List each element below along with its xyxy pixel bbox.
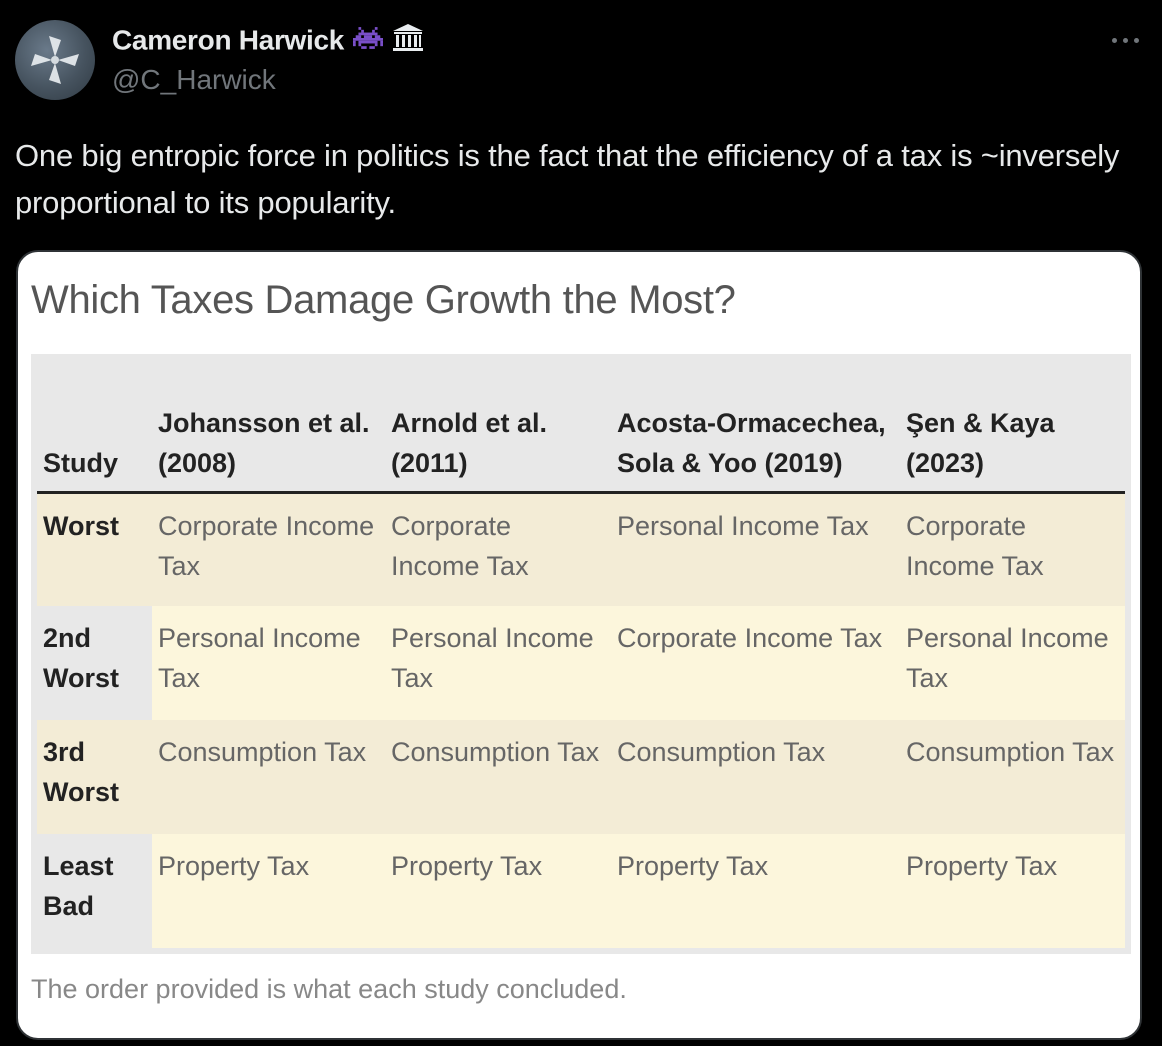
space-invader-icon — [352, 24, 383, 57]
tweet-media-image[interactable]: Which Taxes Damage Growth the Most? Stud… — [16, 250, 1142, 1040]
header-johansson: Johansson et al. (2008) — [152, 354, 385, 494]
tweet-header: Cameron Harwick — [15, 20, 1147, 102]
row-label: Least Bad — [37, 834, 152, 948]
media-title: Which Taxes Damage Growth the Most? — [31, 278, 736, 322]
tax-ranking-table: Study Johansson et al. (2008) Arnold et … — [31, 354, 1131, 954]
author-line: Cameron Harwick — [112, 23, 425, 58]
table-cell: Corporate Income Tax — [152, 492, 385, 606]
tweet-text: One big entropic force in politics is th… — [15, 138, 1120, 220]
table-header-row: Study Johansson et al. (2008) Arnold et … — [37, 354, 1125, 494]
table-cell: Personal Income Tax — [611, 492, 900, 606]
table-cell: Property Tax — [611, 834, 900, 948]
table-cell: Property Tax — [900, 834, 1125, 948]
table-cell: Corporate Income Tax — [385, 492, 611, 606]
table-cell: Corporate Income Tax — [611, 606, 900, 720]
header-sen-kaya: Şen & Kaya (2023) — [900, 354, 1125, 494]
avatar[interactable] — [15, 20, 95, 100]
bank-icon — [391, 23, 425, 58]
table-cell: Property Tax — [152, 834, 385, 948]
table-cell: Personal Income Tax — [900, 606, 1125, 720]
author-name[interactable]: Cameron Harwick — [112, 24, 345, 56]
more-horizontal-icon[interactable] — [1109, 22, 1143, 56]
table-cell: Personal Income Tax — [152, 606, 385, 720]
table-row: 3rd Worst Consumption Tax Consumption Ta… — [37, 720, 1125, 834]
table-cell: Consumption Tax — [900, 720, 1125, 834]
author-handle[interactable]: @C_Harwick — [112, 64, 276, 95]
table-cell: Consumption Tax — [152, 720, 385, 834]
table-cell: Consumption Tax — [385, 720, 611, 834]
table-row: Least Bad Property Tax Property Tax Prop… — [37, 834, 1125, 948]
table-cell: Property Tax — [385, 834, 611, 948]
header-study: Study — [37, 354, 152, 494]
header-arnold: Arnold et al. (2011) — [385, 354, 611, 494]
table-cell: Consumption Tax — [611, 720, 900, 834]
row-label: Worst — [37, 492, 152, 606]
pinwheel-logo-icon — [31, 36, 79, 84]
row-label: 3rd Worst — [37, 720, 152, 834]
header-acosta: Acosta-Ormacechea, Sola & Yoo (2019) — [611, 354, 900, 494]
media-caption: The order provided is what each study co… — [31, 974, 627, 1004]
table-cell: Personal Income Tax — [385, 606, 611, 720]
table-cell: Corporate Income Tax — [900, 492, 1125, 606]
table-row: Worst Corporate Income Tax Corporate Inc… — [37, 492, 1125, 606]
row-label: 2nd Worst — [37, 606, 152, 720]
table-row: 2nd Worst Personal Income Tax Personal I… — [37, 606, 1125, 720]
